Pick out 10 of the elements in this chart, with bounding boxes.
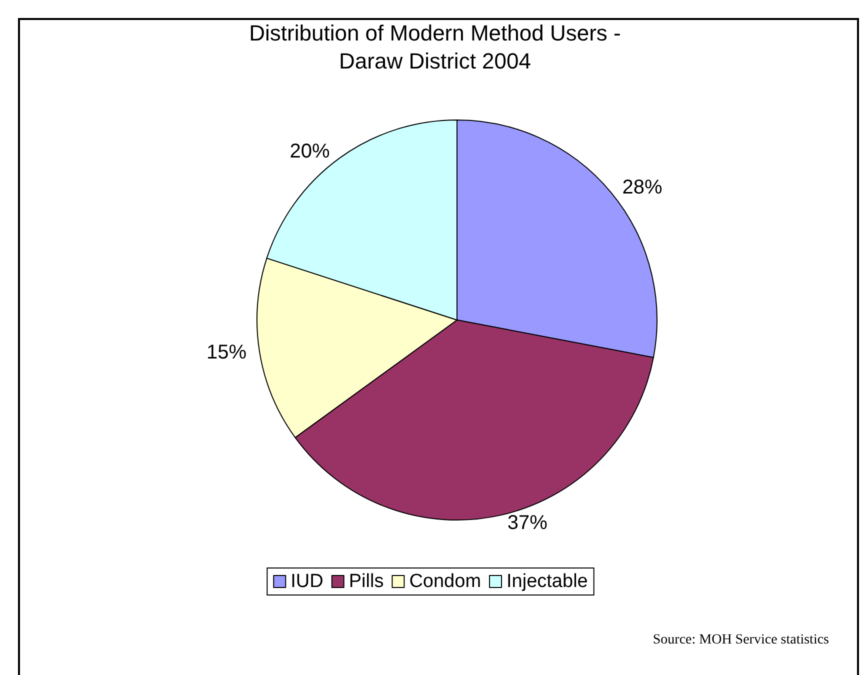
legend-label: Injectable xyxy=(506,571,588,592)
data-label: 37% xyxy=(507,512,548,534)
data-label: 15% xyxy=(206,342,247,364)
chart-title: Distribution of Modern Method Users - Daraw District 2004 xyxy=(249,20,621,74)
legend-label: Condom xyxy=(409,571,482,592)
legend-label: IUD xyxy=(290,571,324,592)
data-label: 20% xyxy=(290,140,330,163)
data-label: 28% xyxy=(622,176,663,198)
legend-label: Pills xyxy=(348,571,384,592)
source-note: Source: MOH Service statistics xyxy=(652,632,830,648)
